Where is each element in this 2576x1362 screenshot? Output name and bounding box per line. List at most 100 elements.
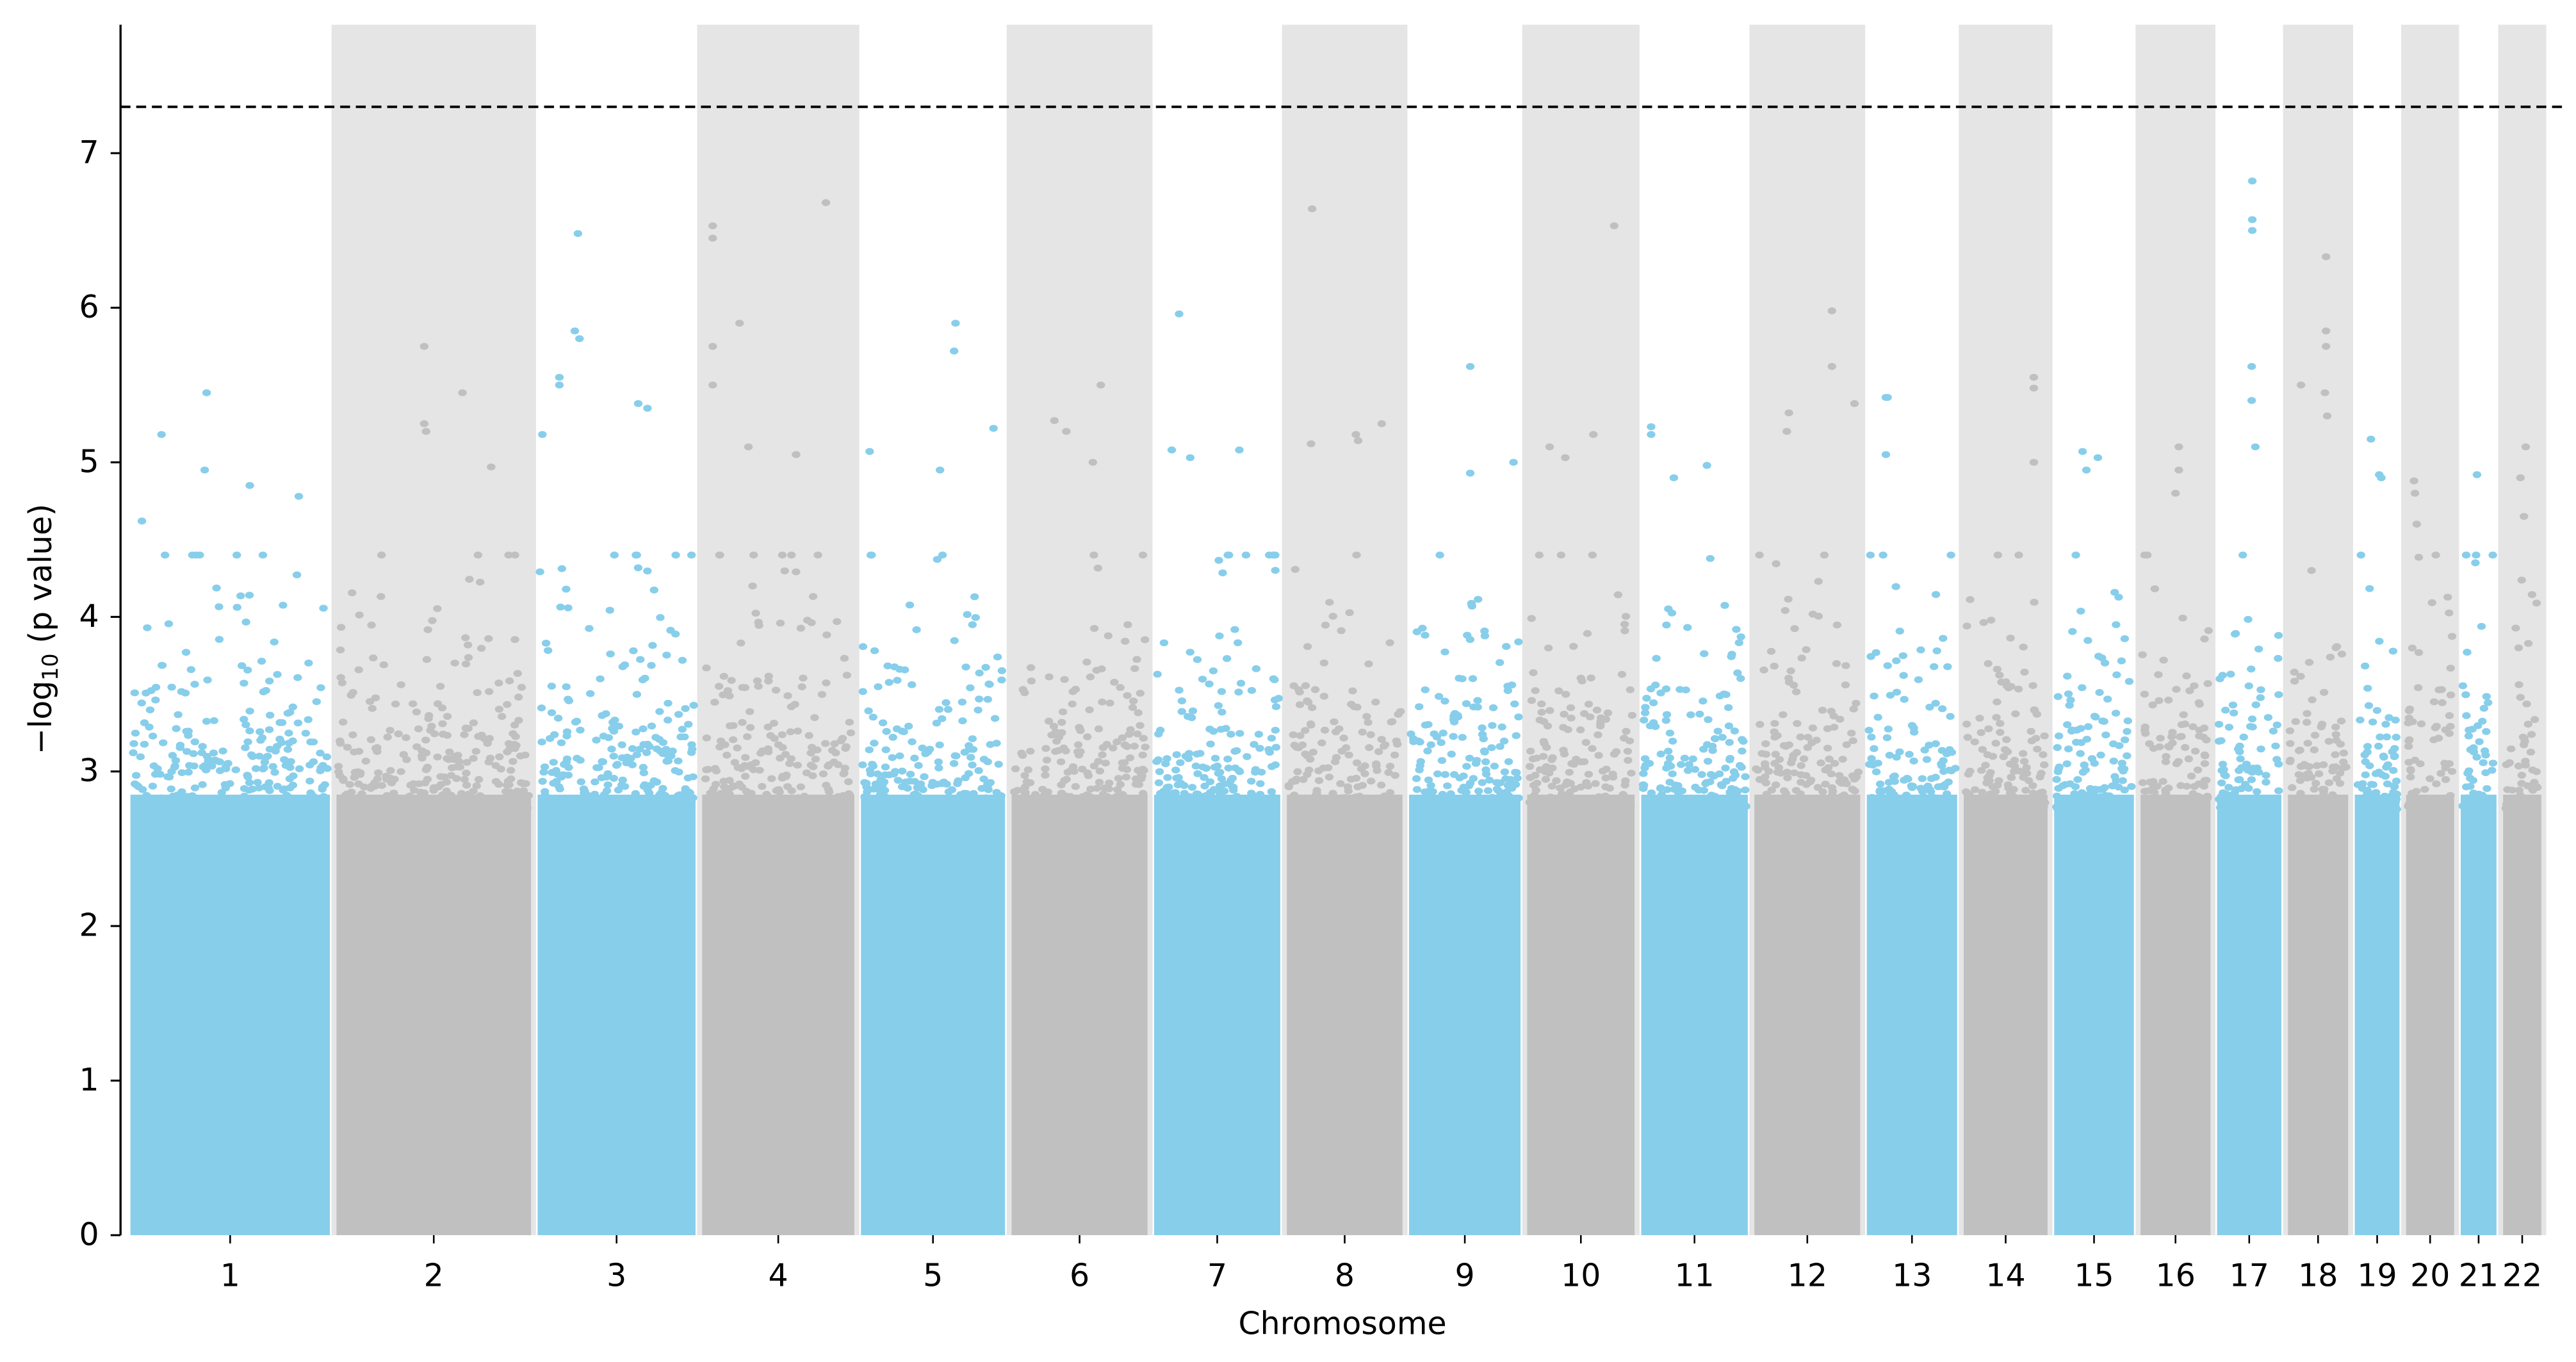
- data-point: [1603, 709, 1613, 717]
- data-point: [793, 727, 803, 735]
- data-point: [131, 772, 141, 779]
- data-point: [1663, 786, 1672, 793]
- data-point: [1192, 790, 1202, 798]
- data-point: [719, 691, 728, 699]
- top-hit-point: [2410, 489, 2420, 497]
- data-point: [242, 799, 251, 807]
- data-point: [1172, 774, 1181, 782]
- data-point: [405, 792, 414, 800]
- data-point: [1864, 726, 1873, 734]
- data-point: [1723, 794, 1732, 802]
- data-point: [1059, 804, 1069, 812]
- data-point: [1736, 675, 1745, 682]
- data-point: [1171, 799, 1180, 807]
- data-point: [2256, 745, 2265, 753]
- data-point: [842, 671, 852, 679]
- data-point: [655, 736, 664, 743]
- data-point: [1760, 760, 1770, 767]
- top-hit-point: [1827, 362, 1836, 370]
- data-point: [1352, 551, 1361, 559]
- data-point: [2272, 756, 2281, 763]
- data-point: [745, 708, 754, 715]
- data-point: [1488, 704, 1498, 711]
- data-point: [1380, 742, 1389, 750]
- data-point: [1352, 759, 1362, 766]
- data-point: [2376, 733, 2384, 741]
- dense-points-chr19: [2354, 794, 2400, 1235]
- data-point: [2150, 801, 2159, 809]
- data-point: [1577, 677, 1586, 685]
- data-point: [2532, 599, 2541, 607]
- data-point: [373, 803, 383, 811]
- data-point: [2217, 792, 2226, 800]
- data-point: [514, 717, 523, 724]
- data-point: [1538, 752, 1548, 760]
- data-point: [1946, 767, 1956, 775]
- data-point: [975, 695, 984, 703]
- data-point: [2488, 766, 2497, 774]
- data-point: [794, 794, 803, 802]
- data-point: [2488, 759, 2498, 767]
- data-point: [1543, 722, 1553, 730]
- data-point: [1734, 639, 1743, 647]
- data-point: [462, 781, 471, 789]
- data-point: [647, 661, 656, 669]
- top-hit-point: [420, 420, 429, 428]
- data-point: [323, 765, 332, 772]
- data-point: [2505, 759, 2514, 766]
- data-point: [2479, 759, 2488, 766]
- data-point: [1343, 783, 1353, 791]
- data-point: [443, 731, 452, 739]
- data-point: [1310, 686, 1320, 693]
- data-point: [551, 766, 560, 774]
- data-point: [1661, 685, 1671, 693]
- data-point: [845, 718, 854, 726]
- data-point: [1421, 788, 1430, 796]
- data-point: [2119, 800, 2129, 807]
- data-point: [1308, 749, 1318, 756]
- top-hit-point: [2471, 559, 2480, 567]
- data-point: [2288, 784, 2297, 791]
- data-point: [1891, 583, 1900, 590]
- data-point: [1289, 731, 1298, 738]
- data-point: [1814, 578, 1823, 585]
- data-point: [1797, 771, 1806, 779]
- data-point: [306, 777, 314, 785]
- data-point: [710, 699, 719, 706]
- data-point: [1365, 744, 1374, 751]
- data-point: [1987, 799, 1996, 807]
- data-point: [147, 805, 157, 813]
- data-point: [151, 696, 160, 704]
- data-point: [284, 729, 293, 737]
- data-point: [1095, 767, 1105, 775]
- data-point: [1867, 755, 1876, 762]
- data-point: [786, 728, 795, 736]
- data-point: [1041, 765, 1050, 773]
- data-point: [1962, 720, 1971, 728]
- data-point: [394, 730, 403, 738]
- data-point: [1307, 704, 1317, 711]
- y-tick-label: 4: [79, 598, 99, 635]
- data-point: [867, 551, 876, 559]
- data-point: [1447, 750, 1456, 758]
- data-point: [968, 761, 977, 769]
- data-point: [1093, 784, 1102, 792]
- data-point: [1036, 796, 1045, 804]
- data-point: [1218, 569, 1227, 577]
- data-point: [968, 621, 977, 628]
- data-point: [1193, 770, 1202, 777]
- data-point: [905, 601, 915, 609]
- data-point: [676, 733, 685, 741]
- data-point: [1962, 622, 1971, 630]
- data-point: [2063, 721, 2072, 729]
- data-point: [1605, 784, 1614, 792]
- data-point: [733, 764, 742, 772]
- data-point: [1903, 775, 1912, 782]
- data-point: [804, 732, 813, 740]
- data-point: [2432, 780, 2441, 788]
- data-point: [1884, 779, 1894, 786]
- data-point: [639, 725, 648, 733]
- data-point: [1041, 772, 1050, 779]
- data-point: [1301, 727, 1310, 734]
- data-point: [2353, 781, 2363, 788]
